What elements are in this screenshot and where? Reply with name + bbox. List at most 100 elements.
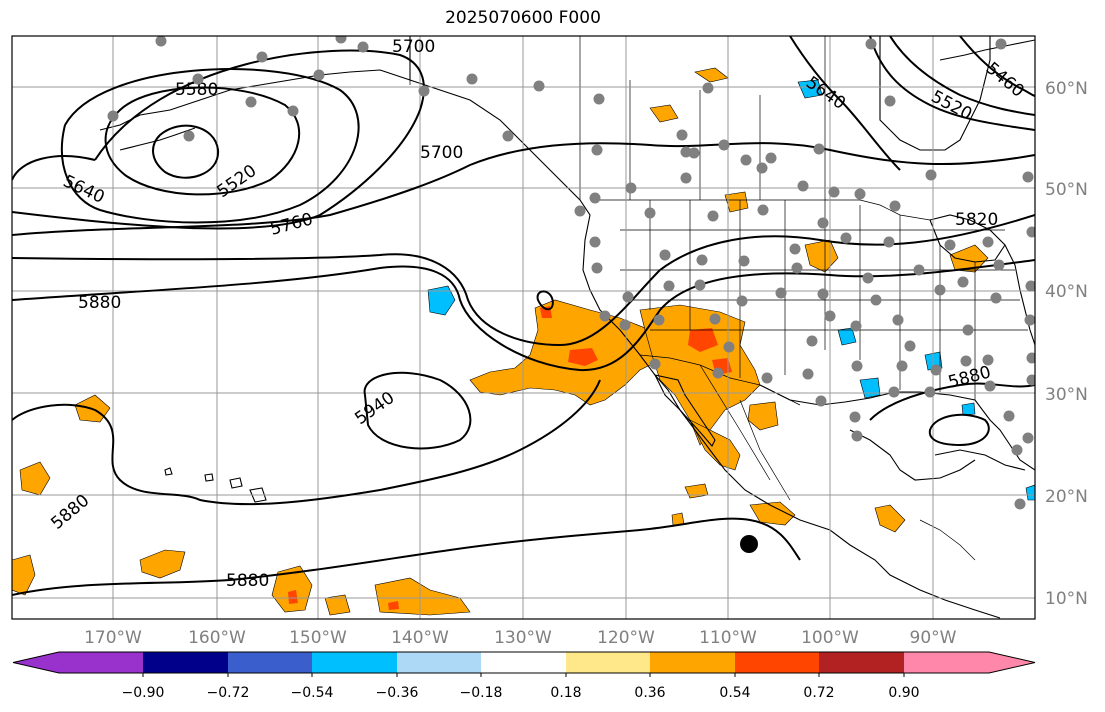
station-dot [723, 341, 735, 353]
station-dot [418, 85, 430, 97]
border-us-mexico [639, 354, 801, 406]
station-dot [957, 276, 969, 288]
colorbar-tick-label: −0.36 [376, 685, 419, 701]
station-dot [589, 192, 601, 204]
lat-tick-label: 50°N [1045, 180, 1088, 200]
lon-tick-label: 140°W [391, 628, 449, 648]
station-dot [1022, 432, 1034, 444]
colorbar-segment [904, 652, 989, 673]
graticule [12, 36, 1035, 619]
lat-tick-label: 10°N [1045, 589, 1088, 609]
contour-label: 5700 [392, 37, 435, 57]
colorbar-segment [59, 652, 143, 673]
station-dot [593, 93, 605, 105]
contour-5580-low [104, 86, 301, 196]
fill-neg-canada [797, 79, 823, 99]
colorbar-segment [819, 652, 904, 673]
station-dot [851, 430, 863, 442]
station-dot [1014, 498, 1026, 510]
contour-5820 [12, 214, 1035, 347]
storm-marker [740, 535, 758, 553]
station-dot [183, 130, 195, 142]
colorbar [12, 651, 1036, 677]
coast-north-america-west [409, 36, 1001, 619]
colorbar-tick-label: −0.72 [207, 685, 250, 701]
colorbar-tick-label: 0.90 [888, 685, 919, 701]
contour-5940 [363, 371, 472, 450]
contour-5520-north [889, 36, 1035, 116]
station-dot [982, 354, 994, 366]
station-dot [589, 236, 601, 248]
map-panel: 5700 5580 5640 5520 5460 5700 5520 5640 … [12, 36, 1035, 619]
station-dot [757, 204, 769, 216]
fill-red-core-2 [688, 328, 718, 352]
station-dot [789, 243, 801, 255]
fill-great-lakes [949, 244, 989, 273]
station-dot [815, 395, 827, 407]
lon-tick-labels: 170°W 160°W 150°W 140°W 130°W 120°W 110°… [84, 628, 957, 648]
station-dot [990, 292, 1002, 304]
station-dot [828, 186, 840, 198]
station-dot [802, 368, 814, 380]
station-dot [889, 200, 901, 212]
colorbar-segment [143, 652, 228, 673]
station-dot [854, 188, 866, 200]
map-frame [11, 35, 1036, 620]
colorbar-tick-label: −0.54 [291, 685, 334, 701]
station-dot [984, 380, 996, 392]
station-dot [851, 360, 863, 372]
coast-hawaii-4 [204, 473, 214, 482]
lon-tick-label: 120°W [597, 628, 655, 648]
station-dot [913, 264, 925, 276]
station-dot [1011, 444, 1023, 456]
colorbar-segment [228, 652, 312, 673]
fill-red-core-1 [568, 348, 598, 366]
contour-label: 5700 [420, 143, 463, 163]
station-dot [155, 36, 167, 47]
station-dot [1022, 171, 1034, 183]
height-contours [12, 36, 1035, 596]
station-dot [888, 386, 900, 398]
fill-neg-ok [837, 327, 857, 346]
contour-5520-low [152, 124, 220, 179]
colorbar-extend-low [13, 652, 59, 673]
coast-yucatan [849, 429, 976, 481]
station-dot [466, 73, 478, 85]
stations [107, 36, 1035, 510]
station-dot [865, 38, 877, 50]
lat-tick-label: 40°N [1045, 282, 1088, 302]
coast-hawaii-3 [249, 487, 267, 503]
fill-tropics-5 [12, 554, 36, 596]
station-dot [960, 355, 972, 367]
station-dot [824, 310, 836, 322]
station-dot [709, 313, 721, 325]
station-dot [663, 280, 675, 292]
colorbar-segment [566, 652, 650, 673]
station-dot [659, 249, 671, 261]
contour-5640-low [60, 68, 360, 224]
colorbar-extend-high [989, 652, 1035, 673]
contour-5880-tropics [12, 517, 801, 596]
station-dot [357, 41, 369, 53]
coast-cuba [934, 449, 1026, 471]
fill-tropics-4 [324, 594, 351, 616]
contour-5580-north [869, 36, 1035, 131]
colorbar-outline [12, 651, 1036, 674]
station-dot [756, 162, 768, 174]
fill-far-west-pac [19, 461, 51, 496]
station-dot [892, 314, 904, 326]
lat-tick-label: 30°N [1045, 385, 1088, 405]
station-dot [1003, 410, 1015, 422]
station-dot [502, 130, 514, 142]
fill-neg-pacific [427, 285, 456, 316]
station-dot [870, 294, 882, 306]
station-dot [925, 169, 937, 181]
station-dot [619, 319, 631, 331]
fill-central-america [874, 504, 906, 533]
lon-tick-label: 110°W [699, 628, 757, 648]
contour-label: 5580 [175, 80, 218, 100]
station-dot [944, 239, 956, 251]
colorbar-tick-label: 0.36 [634, 685, 665, 701]
station-dot [904, 340, 916, 352]
colorbar-tick-label: −0.90 [122, 685, 165, 701]
